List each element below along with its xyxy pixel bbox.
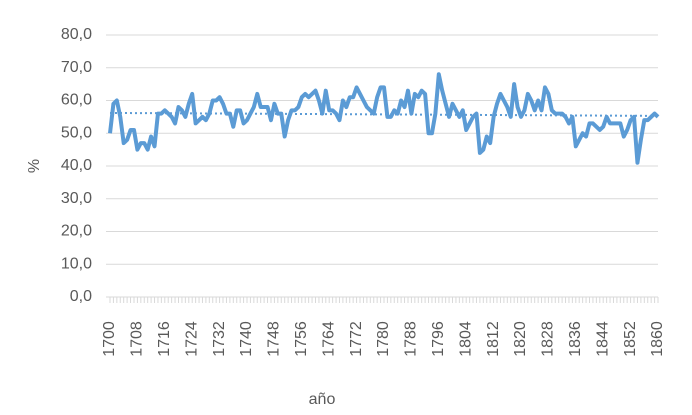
x-tick-label: 1788	[403, 321, 420, 357]
x-tick-label: 1852	[622, 321, 639, 357]
x-tick-label: 1764	[320, 321, 337, 357]
x-axis-label: año	[309, 391, 336, 408]
x-tick-label: 1796	[430, 321, 447, 357]
x-tick-label: 1716	[156, 321, 173, 357]
x-tick-label: 1748	[266, 321, 283, 357]
x-tick-label: 1812	[485, 321, 502, 357]
trend-line	[109, 111, 659, 117]
y-tick-label: 80,0	[61, 26, 92, 43]
y-tick-label: 70,0	[61, 59, 92, 76]
x-tick-label: 1844	[594, 321, 611, 357]
x-tick-label: 1820	[512, 321, 529, 357]
x-tick-label: 1804	[457, 321, 474, 357]
x-tick-label: 1740	[238, 321, 255, 357]
y-axis-label: %	[26, 159, 43, 173]
data-line	[108, 72, 660, 165]
y-tick-label: 60,0	[61, 92, 92, 109]
x-tick-label: 1756	[293, 321, 310, 357]
y-tick-label: 10,0	[61, 255, 92, 272]
x-tick-label: 1724	[183, 321, 200, 357]
y-tick-label: 40,0	[61, 157, 92, 174]
x-tick-label: 1836	[567, 321, 584, 357]
x-tick-label: 1708	[129, 321, 146, 357]
x-tick-label: 1780	[375, 321, 392, 357]
x-tick-label: 1772	[348, 321, 365, 357]
y-tick-label: 20,0	[61, 223, 92, 240]
x-tick-label: 1860	[649, 321, 666, 357]
y-tick-label: 0,0	[70, 288, 92, 305]
x-tick-label: 1732	[211, 321, 228, 357]
y-tick-label: 30,0	[61, 190, 92, 207]
x-tick-label: 1828	[540, 321, 557, 357]
x-tick-label: 1700	[101, 321, 118, 357]
y-tick-label: 50,0	[61, 124, 92, 141]
